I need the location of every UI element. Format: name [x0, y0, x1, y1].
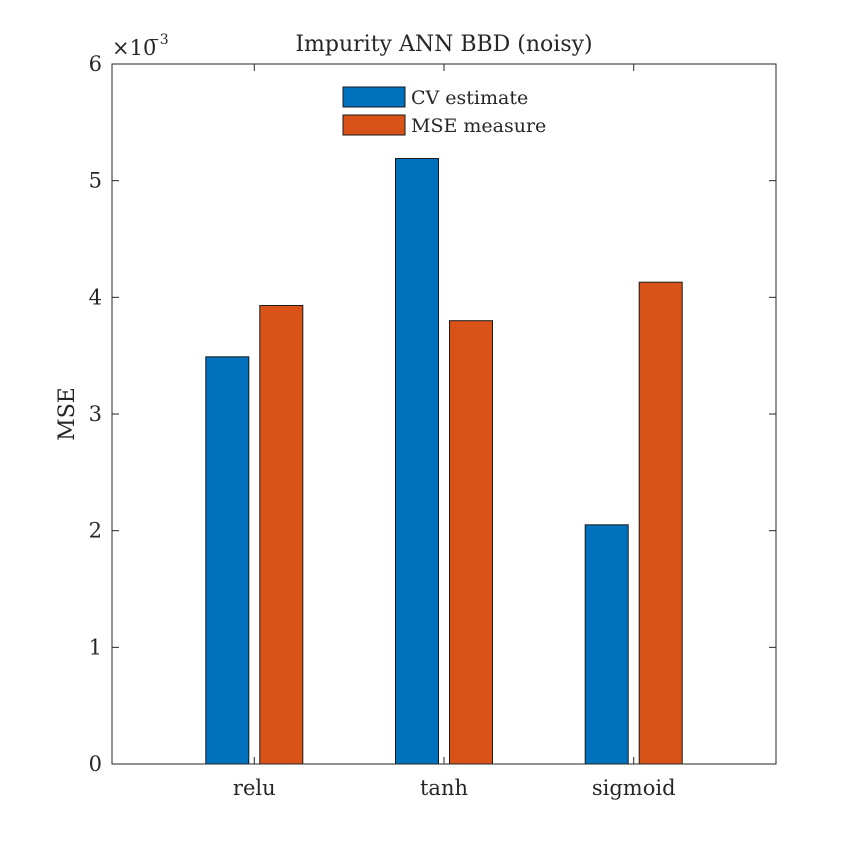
bar-tanh-mse-measure: [449, 320, 493, 765]
y-tick-label: 1: [89, 635, 102, 659]
bar-tanh-cv-estimate: [395, 158, 439, 765]
y-exponent-label: ×10 −3: [112, 32, 169, 60]
y-tick-label: 0: [89, 752, 102, 776]
bars-group: [205, 158, 683, 765]
plot-frame: [111, 63, 777, 765]
x-tick-label: sigmoid: [592, 776, 676, 800]
y-axis-label: MSE: [55, 387, 80, 441]
y-tick-label: 5: [89, 169, 102, 193]
legend-label-cv-estimate: CV estimate: [411, 87, 528, 109]
x-tick-label: tanh: [420, 776, 468, 800]
bar-relu-cv-estimate: [205, 356, 250, 765]
y-exponent-base: ×10: [112, 36, 156, 60]
chart-title: Impurity ANN BBD (noisy): [295, 32, 592, 57]
x-tick-label: relu: [233, 776, 276, 800]
bar-sigmoid-mse-measure: [638, 281, 683, 765]
legend: CV estimate MSE measure: [342, 86, 546, 137]
y-tick-label: 2: [89, 519, 102, 543]
legend-label-mse-measure: MSE measure: [411, 115, 546, 137]
y-tick-label: 6: [89, 52, 102, 76]
bar-relu-mse-measure: [259, 305, 304, 765]
y-tick-label: 4: [89, 285, 102, 309]
legend-swatch-cv-estimate: [342, 86, 406, 108]
legend-swatch-mse-measure: [342, 114, 406, 136]
y-tick-label: 3: [89, 402, 102, 426]
bar-sigmoid-cv-estimate: [584, 524, 629, 765]
y-exponent-power: −3: [148, 32, 169, 48]
axis-ticks-group: relu tanh sigmoid 0 1 2 3 4 5 6: [89, 52, 776, 800]
